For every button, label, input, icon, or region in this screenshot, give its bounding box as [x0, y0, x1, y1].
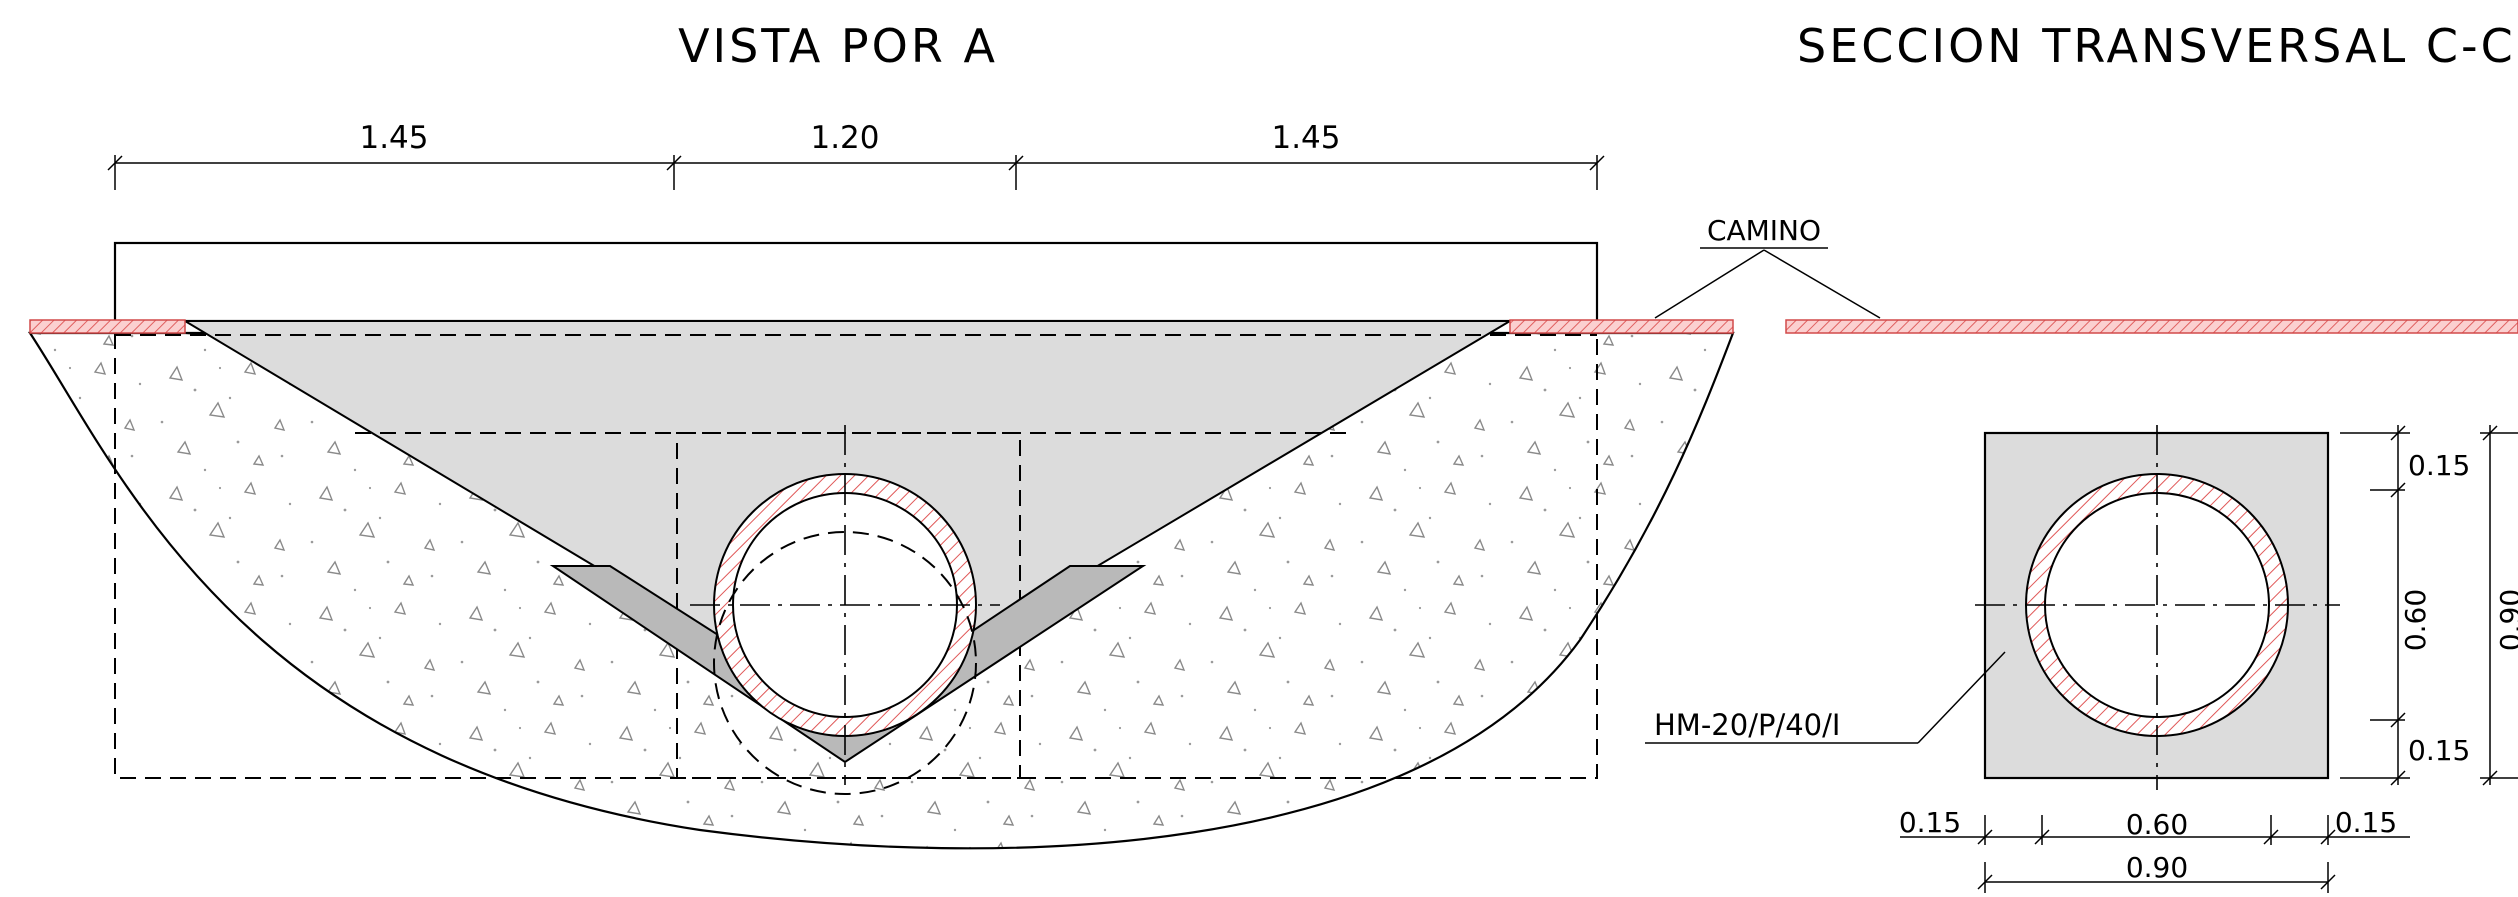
bottom-dimension-chain: 0.15 0.60 0.15 0.90 — [1899, 806, 2410, 893]
dim-right-145: 1.45 — [1271, 120, 1340, 156]
road-surface-left — [29, 319, 186, 334]
foundation-dashed — [114, 320, 1598, 779]
dim-right-total-090: 0.90 — [2494, 589, 2518, 651]
title-seccion-transversal: SECCION TRANSVERSAL C-C — [1797, 19, 2516, 73]
dim-bottom-total-090: 0.90 — [2126, 851, 2188, 884]
dim-center-120: 1.20 — [810, 120, 879, 156]
road-surface-section — [1785, 319, 2518, 334]
camino-label: CAMINO — [1707, 214, 1821, 247]
top-dimension-chain: 1.45 1.20 1.45 — [107, 120, 1605, 190]
dim-right-015-top: 0.15 — [2408, 449, 2470, 482]
title-vista-por-a: VISTA POR A — [678, 19, 998, 73]
dim-bottom-015-left: 0.15 — [1899, 806, 1961, 839]
right-dimension-chain: 0.15 0.60 0.15 0.90 — [2340, 425, 2518, 786]
dim-bottom-060: 0.60 — [2126, 808, 2188, 841]
headwall-outline — [113, 241, 1599, 323]
road-surface-right — [1509, 319, 1734, 334]
concrete-grade-label: HM-20/P/40/I — [1654, 708, 1840, 742]
dim-right-060: 0.60 — [2399, 589, 2432, 651]
vista-por-a-view: 1.45 1.20 1.45 CAMINO — [27, 120, 1881, 850]
seccion-c-c-view: HM-20/P/40/I 0.15 0.60 0.15 0.90 — [1645, 319, 2518, 893]
dim-right-015-bottom: 0.15 — [2408, 734, 2470, 767]
dim-bottom-015-right: 0.15 — [2335, 806, 2397, 839]
dim-left-145: 1.45 — [359, 120, 428, 156]
